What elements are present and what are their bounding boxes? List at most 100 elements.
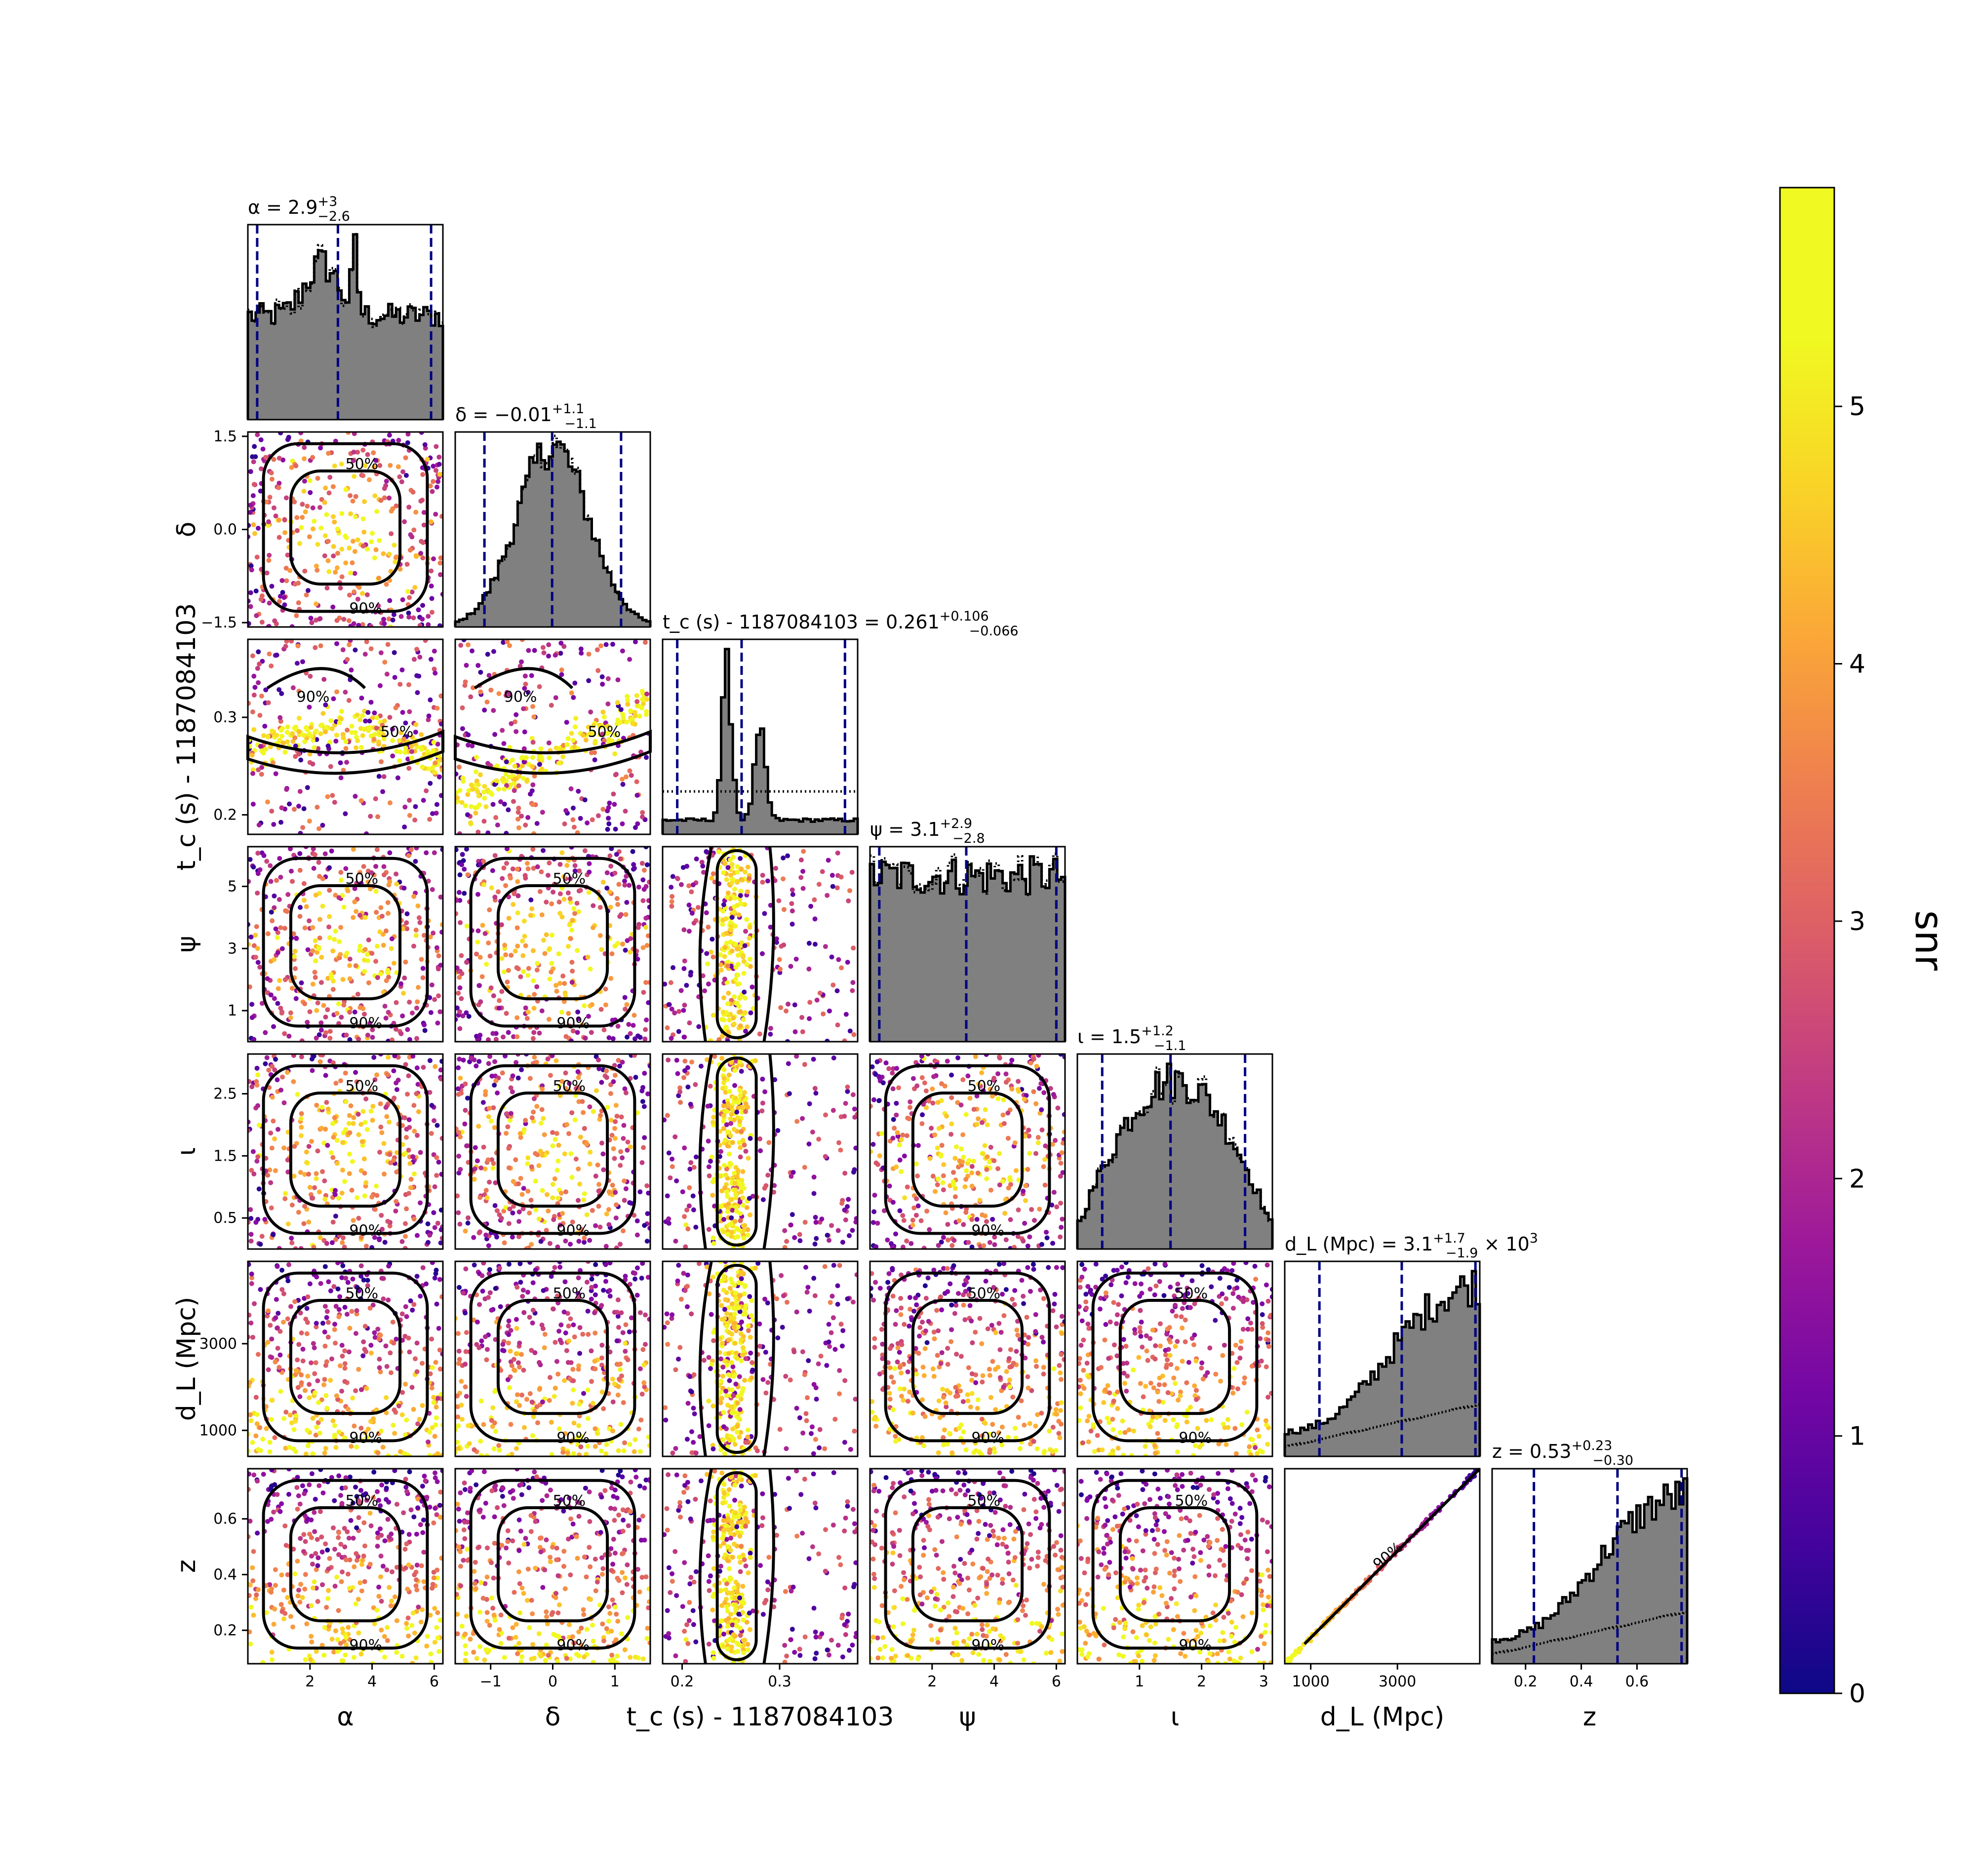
- scatter-point: [434, 444, 438, 449]
- hist-bar: [537, 444, 542, 627]
- scatter-point: [360, 1139, 365, 1144]
- scatter-point: [634, 793, 639, 798]
- scatter-point: [940, 1143, 945, 1148]
- scatter-point: [330, 1155, 335, 1160]
- scatter-point: [419, 539, 424, 544]
- scatter-point: [295, 643, 300, 648]
- scatter-point: [431, 1210, 436, 1215]
- scatter-point: [302, 1204, 307, 1209]
- scatter-point: [607, 854, 612, 859]
- scatter-point: [347, 1171, 352, 1176]
- scatter-point: [374, 1072, 379, 1077]
- scatter-point: [347, 1010, 352, 1015]
- scatter-point: [430, 489, 434, 494]
- scatter-point: [412, 585, 417, 590]
- scatter-point: [696, 1024, 701, 1029]
- scatter-point: [398, 1031, 403, 1036]
- scatter-point: [384, 1105, 389, 1110]
- scatter-point: [582, 1191, 587, 1196]
- scatter-point: [708, 1084, 713, 1089]
- scatter-point: [988, 1145, 993, 1150]
- scatter-point: [250, 654, 255, 659]
- scatter-point: [332, 1423, 337, 1428]
- scatter-point: [635, 1218, 640, 1223]
- scatter-point: [272, 905, 276, 910]
- scatter-point: [314, 1008, 319, 1013]
- scatter-point: [1004, 1071, 1009, 1076]
- scatter-point: [905, 1184, 910, 1189]
- scatter-point: [398, 981, 403, 986]
- scatter-point: [556, 761, 561, 766]
- hist-bar: [346, 303, 350, 420]
- scatter-point: [702, 988, 707, 993]
- scatter-point: [294, 613, 299, 618]
- scatter-point: [792, 1235, 797, 1240]
- scatter-point: [644, 1183, 649, 1188]
- hist-bar: [502, 556, 507, 627]
- scatter-point: [321, 1003, 326, 1008]
- scatter-point: [518, 975, 523, 979]
- scatter-point: [422, 510, 427, 515]
- scatter-point: [394, 1081, 398, 1086]
- scatter-point: [378, 683, 383, 688]
- scatter-point: [365, 710, 370, 715]
- scatter-point: [894, 1101, 899, 1106]
- scatter-point: [430, 1365, 435, 1370]
- scatter-point: [475, 663, 480, 668]
- scatter-point: [514, 1060, 518, 1065]
- scatter-point: [747, 876, 751, 881]
- scatter-point: [929, 1126, 934, 1131]
- scatter-point: [415, 1233, 420, 1238]
- scatter-point: [437, 462, 442, 467]
- scatter-point: [534, 1059, 539, 1064]
- scatter-point: [278, 1006, 283, 1011]
- scatter-point: [457, 1026, 462, 1031]
- scatter-point: [326, 1320, 331, 1325]
- scatter-point: [839, 965, 844, 970]
- scatter-point: [761, 1197, 766, 1202]
- scatter-point: [533, 1208, 538, 1212]
- scatter-point: [736, 912, 741, 917]
- scatter-point: [642, 1135, 647, 1140]
- scatter-point: [691, 1193, 696, 1198]
- scatter-point: [691, 882, 696, 887]
- scatter-point: [778, 967, 783, 972]
- scatter-point: [569, 731, 574, 736]
- scatter-point: [814, 1220, 819, 1225]
- scatter-point: [312, 745, 316, 750]
- scatter-point: [340, 1354, 345, 1359]
- scatter-point: [420, 1361, 425, 1366]
- hist-bar: [667, 821, 671, 834]
- scatter-point: [706, 1138, 711, 1143]
- scatter-point: [268, 863, 273, 868]
- scatter-point: [523, 755, 528, 760]
- scatter-point: [720, 1086, 725, 1091]
- scatter-point: [806, 967, 811, 972]
- scatter-point: [507, 916, 512, 921]
- scatter-point: [591, 925, 595, 930]
- scatter-point: [814, 1236, 819, 1241]
- scatter-point: [407, 813, 412, 818]
- scatter-point: [424, 788, 429, 793]
- scatter-point: [1023, 1198, 1028, 1203]
- scatter-point: [988, 1188, 993, 1193]
- scatter-point: [304, 1150, 309, 1155]
- scatter-point: [540, 1153, 545, 1158]
- scatter-point: [353, 514, 358, 519]
- scatter-point: [256, 680, 261, 685]
- scatter-point: [433, 1434, 437, 1439]
- scatter-point: [894, 1113, 899, 1118]
- scatter-point: [418, 551, 423, 556]
- scatter-point: [269, 992, 274, 997]
- hist-bar: [1433, 1322, 1437, 1456]
- scatter-point: [532, 648, 537, 653]
- scatter-point: [827, 1009, 832, 1014]
- scatter-point: [296, 1385, 301, 1390]
- scatter-point: [354, 494, 358, 499]
- scatter-point: [296, 804, 301, 809]
- scatter-point: [571, 906, 576, 911]
- scatter-point: [1026, 1244, 1030, 1249]
- scatter-panel-iota-vs-delta: 90%50%: [454, 1052, 653, 1251]
- hist-bar: [412, 308, 416, 420]
- scatter-point: [267, 553, 272, 558]
